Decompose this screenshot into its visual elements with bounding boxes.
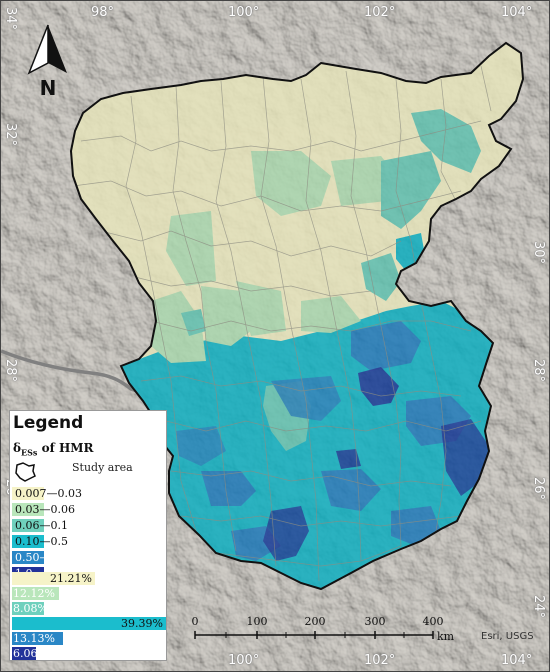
scale-bar: 0 100 200 300 400 km (191, 615, 471, 655)
lon-label-bottom-1: 100° (228, 653, 260, 668)
scale-tick-label: 0 (191, 615, 199, 628)
legend-class-swatch (12, 503, 44, 516)
legend-percent-label: 8.08% (13, 602, 48, 615)
lat-label-right-3: 26° (531, 477, 546, 501)
legend-percent-label: 6.06% (13, 647, 48, 660)
lon-label-bottom-3: 104° (501, 653, 533, 668)
legend-subtitle-delta: δ (13, 441, 22, 455)
study-area-outline-icon (15, 462, 36, 482)
legend-percent-bar (12, 572, 95, 585)
legend-subtitle: δESs of HMR (13, 441, 94, 457)
legend-class-row: 0.06—0.1 (12, 519, 166, 532)
legend-class-label: 0.50—1.0 (15, 551, 68, 564)
lat-label-left-1: 34° (3, 7, 18, 31)
map-credits: Esri, USGS (481, 631, 534, 642)
lon-label-top-1: 98° (91, 5, 115, 20)
legend-percent-label: 21.21% (49, 572, 92, 585)
lon-label-top-3: 102° (364, 5, 396, 20)
scale-tick-label: 300 (364, 615, 386, 628)
legend-percent-bar (12, 617, 166, 630)
scale-tick-label: 400 (422, 615, 444, 628)
north-arrow: N (25, 23, 71, 103)
legend-percent-label: 12.12% (13, 587, 55, 600)
legend-percent-row: 12.12% (12, 587, 166, 600)
lat-label-right-4: 24° (531, 595, 546, 619)
county-boundaries (72, 65, 492, 582)
legend-percent-label: 13.13% (13, 632, 55, 645)
legend-class-label: 0.10—0.5 (15, 535, 68, 548)
legend-class-swatch (12, 551, 44, 564)
legend-percent-row: 6.06% (12, 647, 166, 660)
scale-unit: km (437, 630, 455, 643)
lat-label-right-1: 30° (531, 241, 546, 265)
scale-bar-graphic: km (194, 630, 455, 643)
legend-percent-row: 13.13% (12, 632, 166, 645)
legend-class-swatch (12, 487, 44, 500)
legend-class-swatch (12, 535, 44, 548)
legend-percent-row: 21.21% (12, 572, 166, 585)
lon-label-bottom-2: 102° (364, 653, 396, 668)
north-arrow-icon: N (27, 24, 67, 100)
legend-class-row: 0.50—1.0 (12, 551, 166, 564)
lon-label-top-4: 104° (501, 5, 533, 20)
scale-tick-label: 200 (304, 615, 326, 628)
lon-label-top-2: 100° (228, 5, 260, 20)
legend-class-row: 0.10—0.5 (12, 535, 166, 548)
legend: Legend δESs of HMR Study area 0.007—0.03… (9, 410, 167, 661)
legend-percent-bar (12, 632, 64, 645)
legend-class-row: 0.007—0.03 (12, 487, 166, 500)
legend-percent-bar (12, 587, 60, 600)
legend-class-swatch (12, 519, 44, 532)
legend-class-label: 0.03—0.06 (15, 503, 75, 516)
lat-label-left-3: 28° (3, 359, 18, 383)
north-label: N (40, 76, 57, 99)
legend-class-label: 0.007—0.03 (15, 487, 82, 500)
legend-title: Legend (13, 413, 84, 433)
lat-label-left-2: 32° (3, 123, 18, 147)
study-area-label: Study area (72, 461, 133, 474)
legend-percent-bar (12, 602, 44, 615)
legend-subtitle-rest: of HMR (41, 441, 94, 455)
legend-percent-row: 8.08% (12, 602, 166, 615)
legend-class-row: 0.03—0.06 (12, 503, 166, 516)
legend-subtitle-sub: ESs (21, 447, 38, 458)
scale-tick-label: 100 (246, 615, 268, 628)
lat-label-right-2: 28° (531, 359, 546, 383)
legend-percent-bar (12, 647, 36, 660)
legend-class-label: 0.06—0.1 (15, 519, 68, 532)
legend-percent-row: 39.39% (12, 617, 166, 630)
legend-percent-label: 39.39% (121, 617, 163, 630)
border-line (1, 349, 168, 422)
